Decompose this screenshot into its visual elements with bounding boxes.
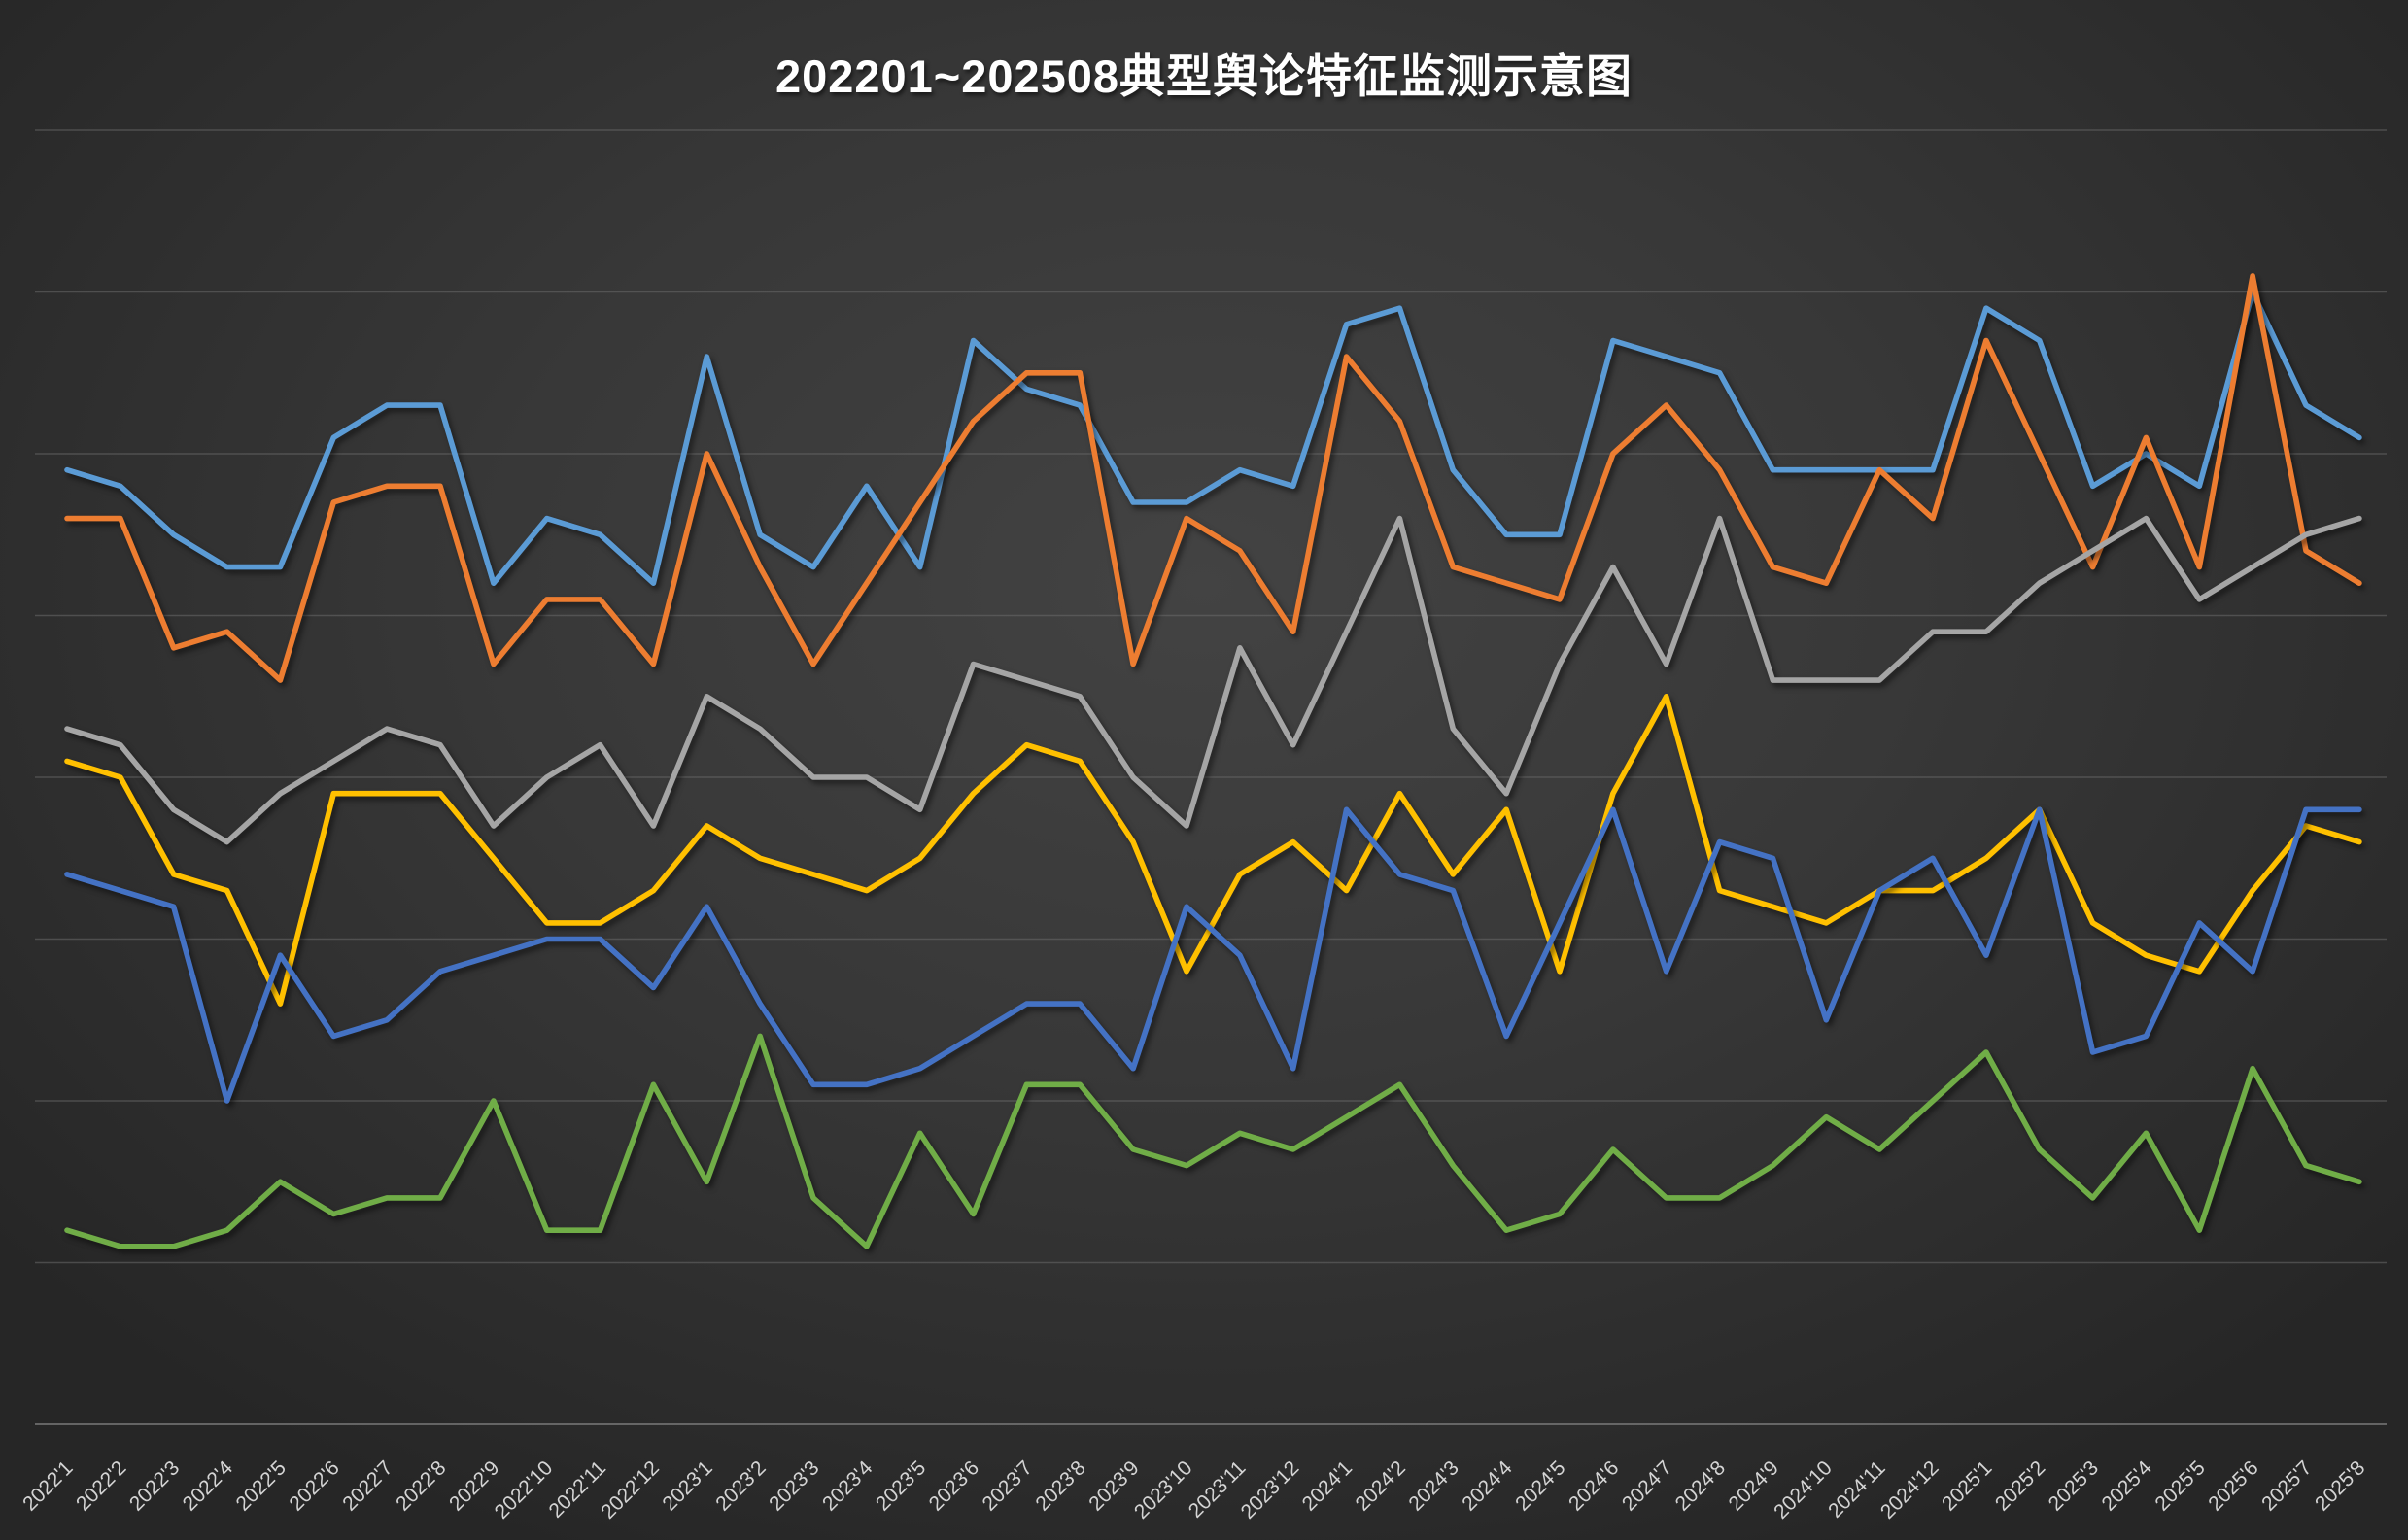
series-lines	[64, 273, 2362, 1249]
x-axis-label: 2022'4	[179, 1456, 238, 1516]
x-axis-label: 2023'1	[658, 1456, 716, 1515]
x-axis-label: 2023'2	[711, 1456, 770, 1515]
x-axis-label: 2022'3	[125, 1456, 184, 1515]
x-axis-label: 2022'12	[597, 1456, 664, 1523]
x-axis-label: 2025'1	[1938, 1456, 1996, 1515]
x-axis-label: 2023'6	[925, 1456, 983, 1515]
x-axis-label: 2023'10	[1130, 1456, 1197, 1523]
series-gray-line	[64, 515, 2362, 845]
x-axis-label: 2025'5	[2150, 1456, 2209, 1515]
x-axis-label: 2024'2	[1352, 1456, 1410, 1515]
x-axis-label: 2024'3	[1404, 1456, 1462, 1515]
x-axis-label: 2024'8	[1671, 1456, 1730, 1515]
x-axis-label: 2025'6	[2204, 1456, 2262, 1515]
x-axis-label: 2022'10	[491, 1456, 558, 1523]
x-axis-label: 2022'8	[392, 1456, 450, 1515]
series-orange-line	[64, 273, 2362, 683]
x-axis-label: 2022'5	[232, 1456, 291, 1515]
x-axis-label: 2025'7	[2257, 1456, 2316, 1515]
x-axis-label: 2023'12	[1237, 1456, 1304, 1523]
x-axis-label: 2024'6	[1565, 1456, 1623, 1515]
x-axis-label: 2023'7	[979, 1456, 1037, 1515]
series-light-blue-line	[64, 289, 2362, 586]
x-axis-labels: 2022'12022'22022'32022'42022'52022'62022…	[18, 1456, 2369, 1523]
series-green-line	[64, 1033, 2362, 1249]
x-axis-label: 2024'12	[1876, 1456, 1944, 1523]
x-axis-label: 2022'7	[338, 1456, 396, 1515]
x-axis-label: 2023'8	[1031, 1456, 1089, 1515]
x-axis-label: 2025'4	[2098, 1456, 2157, 1516]
x-axis-label: 2024'4	[1458, 1456, 1517, 1516]
gridlines	[35, 129, 2387, 1425]
x-axis-label: 2022'2	[72, 1456, 130, 1515]
x-axis-label: 2024'5	[1511, 1456, 1569, 1515]
series-blue-line	[64, 806, 2362, 1104]
x-axis-label: 2025'8	[2311, 1456, 2369, 1515]
x-axis-label: 2022'1	[18, 1456, 77, 1515]
x-axis-label: 2023'4	[818, 1456, 877, 1516]
x-axis-label: 2022'6	[285, 1456, 343, 1515]
x-axis-label: 2024'1	[1298, 1456, 1357, 1515]
x-axis-label: 2025'2	[1991, 1456, 2049, 1515]
chart-title: 202201~202508典型舆论特征监测示意图	[774, 51, 1634, 102]
x-axis-label: 2023'3	[765, 1456, 823, 1515]
x-axis-label: 2024'10	[1770, 1456, 1837, 1523]
x-axis-label: 2023'5	[872, 1456, 930, 1515]
x-axis-label: 2024'7	[1618, 1456, 1676, 1515]
series-gold-line	[64, 694, 2362, 1007]
x-axis-label: 2025'3	[2045, 1456, 2103, 1515]
